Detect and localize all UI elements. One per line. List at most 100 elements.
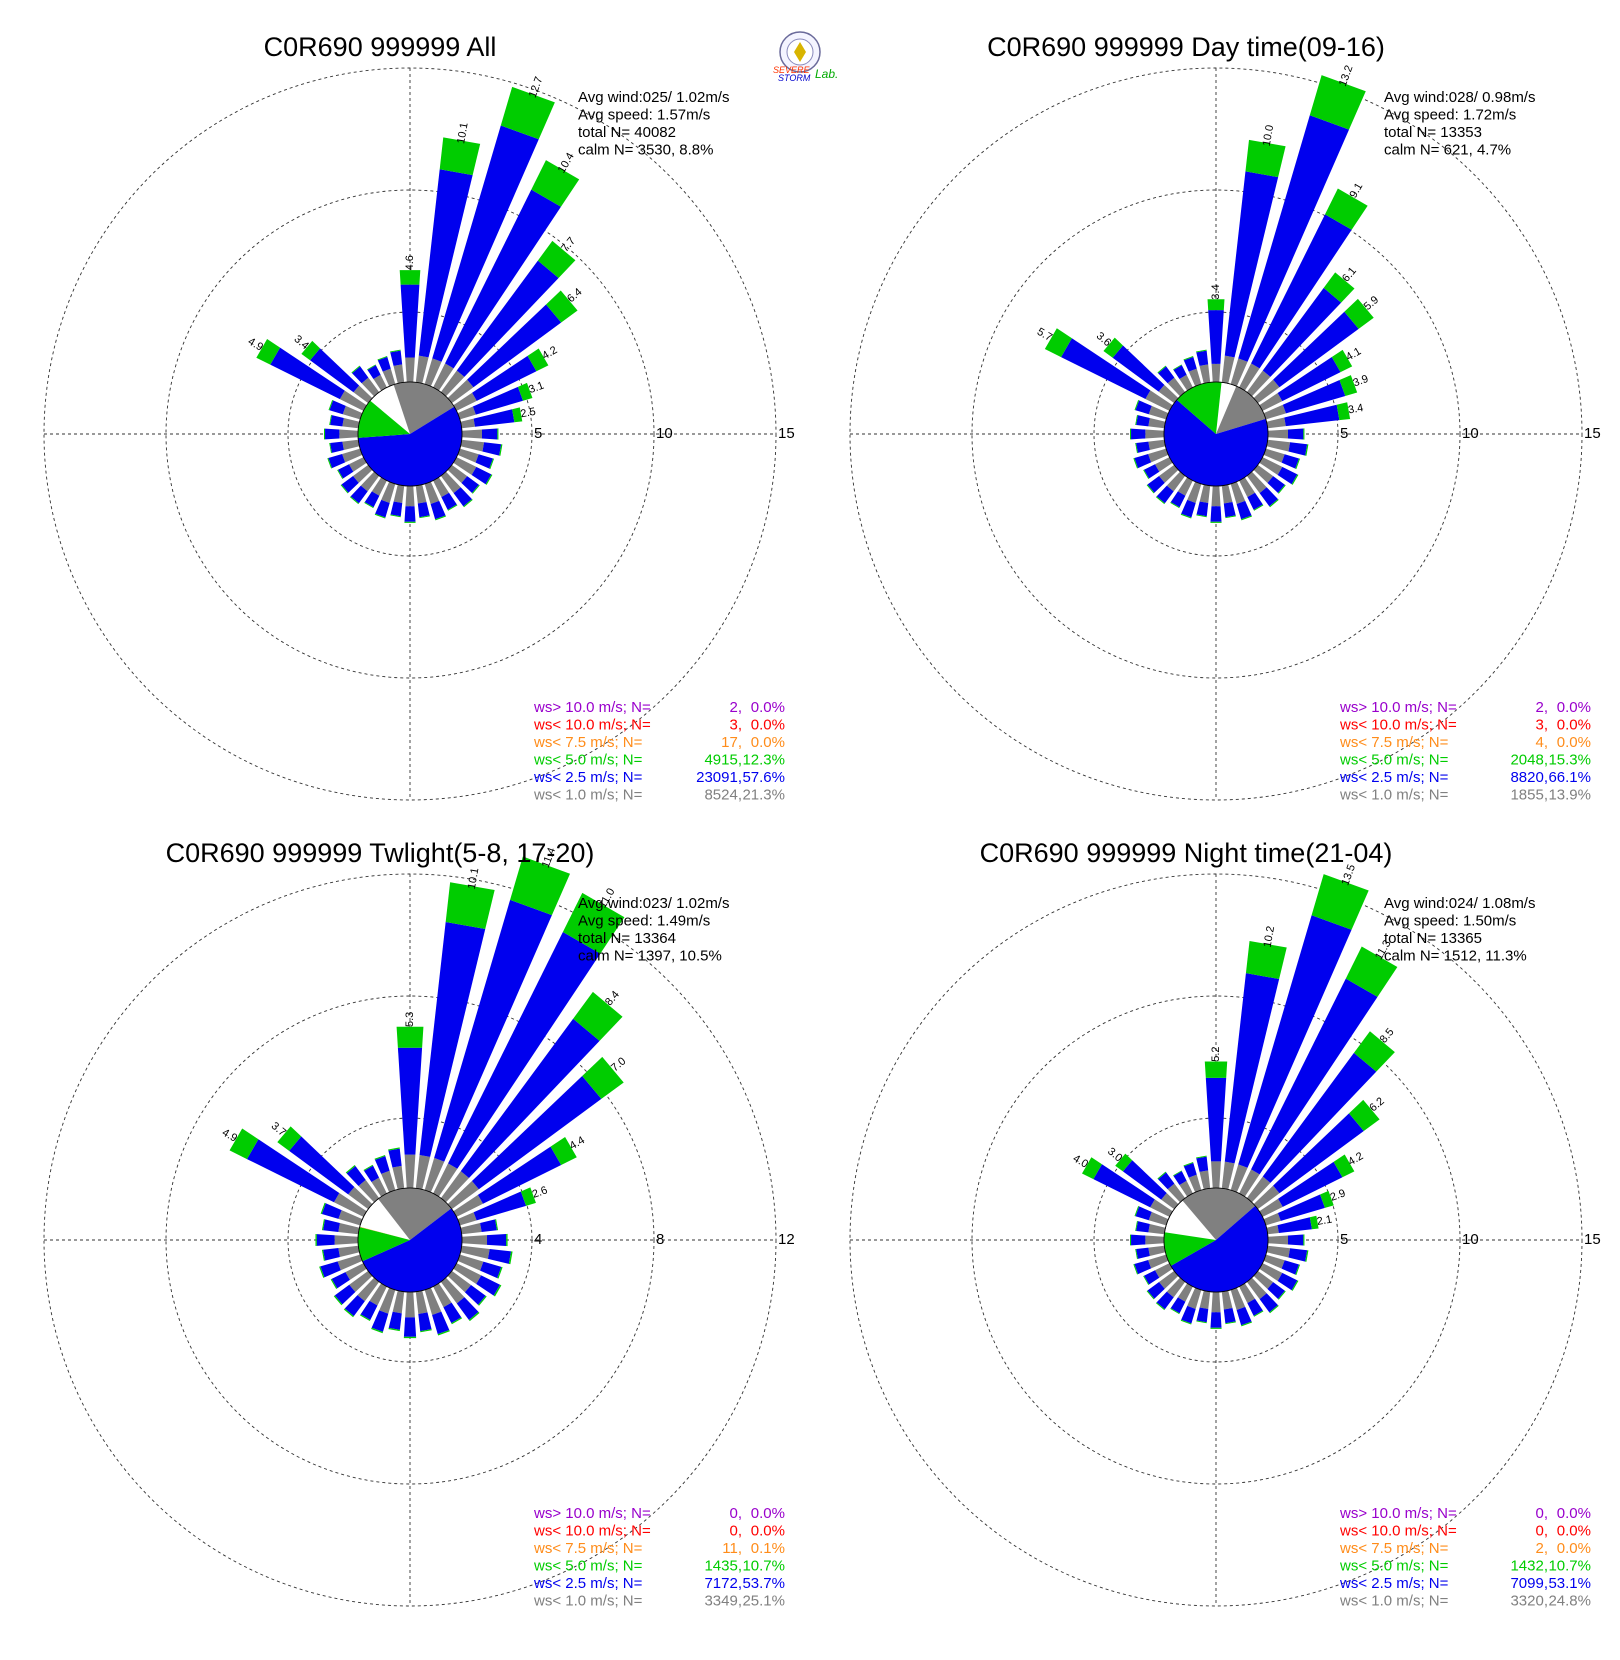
bar-segment-lt5	[1269, 499, 1279, 508]
bar-segment-lt5	[1130, 428, 1132, 440]
bar-segment-lt5	[1225, 1321, 1236, 1325]
bar-segment-lt5	[399, 270, 421, 285]
bar-segment-lt5	[1134, 399, 1140, 411]
bar-segment-lt5	[1241, 515, 1253, 521]
peak-label: 3.4	[1347, 402, 1364, 416]
bar-segment-lt5	[1253, 504, 1264, 511]
bar-segment-lt5	[1277, 484, 1286, 494]
bar-segment-lt2_5	[344, 1295, 365, 1317]
bar-segment-lt2_5	[434, 899, 552, 1162]
bar-segment-lt2_5	[329, 400, 346, 415]
bar-segment-lt2_5	[1158, 366, 1175, 384]
stat-avg-wind: Avg wind:025/ 1.02m/s	[578, 89, 729, 106]
bar-segment-lt5	[546, 290, 578, 323]
bar-segment-lt1	[1211, 363, 1221, 383]
bar-segment-lt1	[1179, 1180, 1193, 1197]
bar-segment-lt5	[277, 1126, 302, 1151]
bar-segment-lt2_5	[316, 1234, 335, 1246]
bar-segment-lt1	[1148, 1223, 1166, 1235]
legend-entry: ws< 1.0 m/s; N= 8524,21.3%	[533, 787, 785, 804]
stat-total: total N= 40082	[578, 124, 676, 141]
legend-entry: ws< 5.0 m/s; N= 2048,15.3%	[1339, 752, 1591, 769]
bar-segment-lt2_5	[461, 476, 479, 494]
bar-segment-lt5	[550, 1136, 577, 1165]
bar-segment-lt5	[330, 1278, 338, 1290]
bar-segment-lt1	[333, 1193, 367, 1217]
bar-segment-lt2_5	[464, 1284, 486, 1305]
bar-segment-lt1	[453, 457, 477, 475]
calm-pie-outline	[1163, 381, 1269, 487]
legend-entry: ws> 10.0 m/s; N= 0, 0.0%	[533, 1505, 785, 1522]
bar-segment-lt5	[367, 364, 376, 370]
bar-segment-lt2_5	[1282, 380, 1346, 414]
bar-segment-lt1	[1148, 1254, 1169, 1269]
bar-segment-lt1	[460, 1223, 482, 1235]
bar-segment-lt1	[382, 368, 396, 387]
bar-segment-lt1	[1221, 1290, 1233, 1310]
bar-segment-lt2_5	[377, 356, 391, 372]
bar-segment-lt5	[364, 502, 374, 509]
bar-segment-lt2_5	[1210, 506, 1222, 522]
peak-label: 4.6	[404, 255, 416, 270]
bar-segment-lt2_5	[1196, 501, 1209, 517]
bar-segment-lt1	[339, 429, 359, 439]
logo-text-severe: SEVERE	[773, 65, 811, 75]
bar-segment-lt5	[512, 407, 523, 423]
bar-segment-lt2_5	[1277, 466, 1298, 485]
bar-segment-lt1	[1230, 481, 1246, 504]
bar-segment-lt2_5	[270, 347, 345, 400]
bar-segment-lt1	[1199, 364, 1211, 384]
bar-segment-lt2_5	[1288, 1248, 1308, 1262]
bar-segment-lt1	[405, 357, 415, 383]
panel-title: C0R690 999999 Day time(09-16)	[987, 32, 1385, 62]
bar-segment-lt5	[363, 1164, 374, 1171]
bar-segment-lt2_5	[330, 415, 344, 427]
bar-segment-lt1	[447, 1270, 472, 1293]
bar-segment-lt1	[1166, 471, 1186, 492]
bar-segment-lt1	[415, 1290, 428, 1315]
bar-segment-lt1	[1145, 1235, 1165, 1245]
bar-segment-lt5	[471, 484, 480, 494]
legend-entry: ws< 5.0 m/s; N= 4915,12.3%	[533, 752, 785, 769]
bar-segment-lt1	[392, 1290, 405, 1314]
stat-total: total N= 13353	[1384, 124, 1482, 141]
bar-segment-lt5	[343, 1308, 354, 1318]
bar-segment-lt5	[510, 856, 571, 916]
legend-entry: ws< 2.5 m/s; N= 23091,57.6%	[533, 769, 785, 786]
bar-segment-lt1	[1230, 358, 1248, 387]
bar-segment-lt1	[348, 1187, 373, 1210]
bar-segment-lt5	[517, 382, 533, 401]
bar-segment-lt2_5	[390, 501, 403, 517]
bar-segment-lt5	[1143, 1275, 1150, 1285]
bar-segment-lt5	[1323, 272, 1355, 303]
bar-segment-lt1	[404, 1154, 416, 1189]
bar-segment-lt1	[1177, 477, 1193, 496]
stat-calm: calm N= 3530, 8.8%	[578, 142, 714, 159]
bar-segment-lt2_5	[1236, 1306, 1252, 1326]
bar-segment-lt1	[457, 448, 479, 463]
bar-segment-lt2_5	[445, 189, 561, 369]
bar-segment-lt2_5	[1205, 1077, 1227, 1162]
bar-segment-lt1	[424, 358, 442, 387]
bar-segment-lt5	[527, 348, 549, 372]
bar-segment-lt1	[1199, 484, 1211, 504]
bar-segment-lt2_5	[323, 1248, 340, 1261]
calm-pie-lt1	[1182, 1188, 1256, 1240]
bar-segment-lt2_5	[443, 1302, 462, 1324]
bar-segment-lt5	[499, 444, 503, 456]
legend-entry: ws< 7.5 m/s; N= 2, 0.0%	[1339, 1540, 1591, 1557]
bar-segment-lt1	[342, 448, 363, 463]
legend-entry: ws< 1.0 m/s; N= 3320,24.8%	[1339, 1593, 1591, 1610]
bar-segment-lt1	[1239, 1283, 1256, 1304]
bar-segment-lt2_5	[397, 1047, 423, 1155]
bar-segment-lt5	[1196, 349, 1207, 353]
bar-segment-lt1	[393, 364, 405, 384]
bar-segment-lt2_5	[1136, 441, 1150, 453]
legend-entry: ws< 10.0 m/s; N= 0, 0.0%	[1339, 1523, 1591, 1540]
bar-segment-lt5	[506, 1233, 508, 1247]
bar-segment-lt5	[388, 1327, 400, 1332]
bar-segment-lt5	[1303, 1234, 1305, 1246]
bar-segment-lt1	[1167, 1183, 1186, 1203]
stat-avg-speed: Avg speed: 1.57m/s	[578, 107, 710, 124]
